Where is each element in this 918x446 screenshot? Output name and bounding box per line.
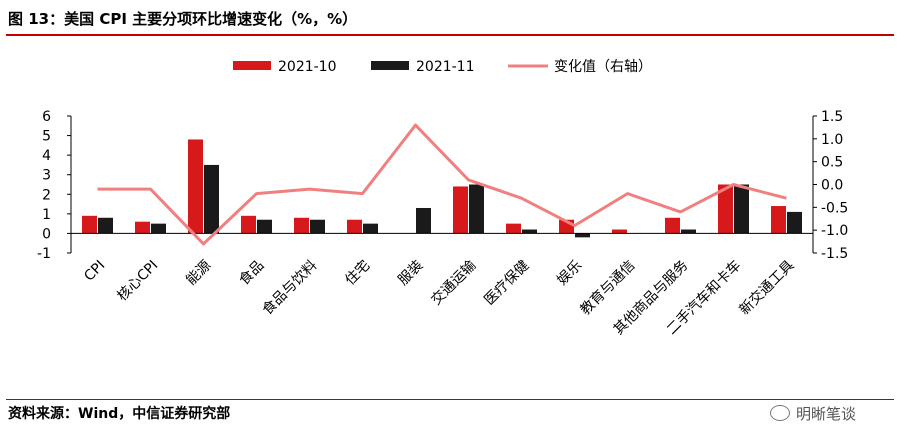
category-label: 能源 bbox=[183, 258, 214, 289]
chart-title: 图 13：美国 CPI 主要分项环比增速变化（%，%） bbox=[8, 10, 358, 28]
right-tick-label: 0.5 bbox=[821, 155, 843, 171]
bar-2021-10 bbox=[612, 229, 627, 234]
bar-2021-11 bbox=[151, 223, 166, 234]
legend-swatch-2021-11 bbox=[371, 61, 409, 70]
category-label: 新交通工具 bbox=[736, 257, 798, 319]
bar-2021-10 bbox=[188, 139, 203, 234]
bar-2021-10 bbox=[241, 215, 256, 234]
wechat-icon bbox=[770, 405, 790, 421]
legend-swatch-2021-10 bbox=[233, 61, 271, 70]
change-line bbox=[97, 123, 787, 246]
title-rule bbox=[6, 34, 894, 36]
left-tick-label: 6 bbox=[42, 109, 51, 125]
category-label: 核心CPI bbox=[114, 258, 161, 305]
watermark: 明晰笔谈 bbox=[770, 403, 856, 424]
legend-label-2021-11: 2021-11 bbox=[416, 59, 475, 75]
bar-2021-11 bbox=[681, 229, 696, 234]
bar-2021-11 bbox=[416, 207, 431, 234]
axes-layer: 6 5 4 3 2 1 0 -1 1.5 1.0 0.5 0.0 -0.5 -1.0 -1.5 bbox=[37, 109, 848, 262]
bar-2021-11 bbox=[787, 211, 802, 234]
bars-layer bbox=[82, 139, 802, 238]
bar-2021-10 bbox=[294, 217, 309, 234]
legend-label-2021-10: 2021-10 bbox=[278, 59, 337, 75]
left-tick-label: 4 bbox=[42, 148, 51, 164]
bar-2021-10 bbox=[135, 221, 150, 234]
right-tick-label: -1.0 bbox=[821, 223, 848, 239]
left-tick-label: 0 bbox=[42, 226, 51, 242]
category-label: 食品 bbox=[236, 257, 268, 289]
bar-2021-11 bbox=[734, 184, 749, 234]
bar-2021-11 bbox=[310, 219, 325, 234]
right-tick-label: 1.5 bbox=[821, 109, 843, 125]
right-tick-label: -0.5 bbox=[821, 200, 848, 216]
source-note: 资料来源：Wind，中信证券研究部 bbox=[8, 406, 231, 422]
category-label: 交通运输 bbox=[428, 257, 480, 309]
bar-2021-10 bbox=[82, 215, 97, 234]
bar-2021-11 bbox=[98, 217, 113, 234]
category-label: 食品与饮料 bbox=[259, 257, 321, 319]
left-tick-label: 5 bbox=[42, 129, 51, 145]
legend: 2021-10 2021-11 变化值（右轴） bbox=[233, 59, 652, 75]
category-label: 服装 bbox=[395, 258, 426, 289]
watermark-text: 明晰笔谈 bbox=[796, 405, 857, 423]
bar-2021-10 bbox=[506, 223, 521, 234]
line-layer bbox=[97, 123, 787, 246]
category-label: 住宅 bbox=[342, 258, 373, 289]
right-tick-label: 1.0 bbox=[821, 132, 843, 148]
left-tick-label: 3 bbox=[42, 168, 51, 184]
bar-2021-10 bbox=[347, 219, 362, 234]
bar-2021-11 bbox=[363, 223, 378, 234]
bar-2021-10 bbox=[665, 217, 680, 234]
bar-2021-10 bbox=[771, 206, 786, 234]
legend-label-change: 变化值（右轴） bbox=[554, 59, 652, 75]
bar-2021-10 bbox=[718, 184, 733, 234]
footer-rule bbox=[6, 399, 894, 400]
bar-2021-11 bbox=[204, 164, 219, 234]
category-label: 医疗保健 bbox=[481, 258, 532, 309]
bar-2021-11 bbox=[257, 219, 272, 234]
bar-2021-11 bbox=[469, 184, 484, 234]
left-tick-label: -1 bbox=[37, 246, 51, 262]
left-tick-label: 2 bbox=[42, 187, 51, 203]
category-label: 娱乐 bbox=[554, 258, 585, 289]
left-tick-label: 1 bbox=[42, 207, 51, 223]
right-tick-label: -1.5 bbox=[821, 246, 848, 262]
bar-2021-11 bbox=[575, 233, 590, 238]
right-tick-label: 0.0 bbox=[821, 178, 843, 194]
bar-2021-10 bbox=[453, 186, 468, 234]
category-label: CPI bbox=[81, 258, 108, 285]
bar-2021-11 bbox=[522, 229, 537, 234]
chart-canvas: 2021-10 2021-11 变化值（右轴） 6 5 4 3 2 1 0 -1 1.5 1.0 0.5… bbox=[37, 59, 848, 338]
